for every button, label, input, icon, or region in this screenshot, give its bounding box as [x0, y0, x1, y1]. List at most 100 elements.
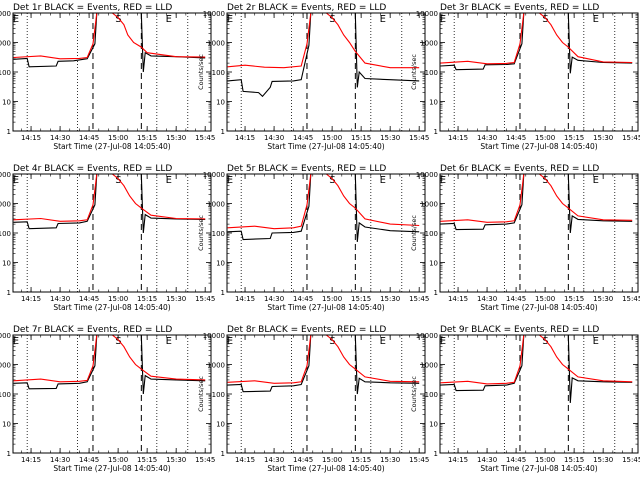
- events-series-line: [13, 13, 206, 73]
- y-tick-label: 10: [216, 260, 225, 268]
- y-tick-label: 1000: [0, 362, 11, 370]
- x-tick-label: 14:15: [448, 134, 468, 142]
- x-tick-label: 14:30: [477, 134, 497, 142]
- plot-frame: [12, 12, 212, 132]
- x-tick-label: 15:15: [564, 456, 584, 464]
- y-tick-label: 10: [429, 421, 438, 429]
- detector-panel-7: Det 7r BLACK = Events, RED = LLD Counts/s…: [0, 325, 215, 473]
- y-tick-label: 100: [0, 391, 11, 399]
- x-tick-label: 15:15: [137, 295, 157, 303]
- y-tick-label: 100: [212, 230, 225, 238]
- x-axis-label: Start Time (27-Jul-08 14:05:40): [53, 303, 170, 312]
- x-tick-label: 14:15: [235, 295, 255, 303]
- plot-frame: [439, 173, 639, 293]
- y-tick-label: 1000: [207, 362, 225, 370]
- x-tick-label: 15:00: [535, 295, 555, 303]
- x-tick-label: 14:30: [50, 456, 70, 464]
- x-tick-label: 14:15: [235, 456, 255, 464]
- detector-panel-6: Det 6r BLACK = Events, RED = LLD Counts/s…: [410, 164, 640, 312]
- y-tick-label: 10: [429, 99, 438, 107]
- plot-frame: [226, 173, 426, 293]
- y-tick-label: 10000: [203, 171, 225, 179]
- x-tick-label: 15:30: [380, 134, 400, 142]
- marker-letter: E: [440, 336, 446, 347]
- x-tick-label: 15:00: [322, 456, 342, 464]
- y-tick-label: 10: [2, 421, 11, 429]
- x-tick-label: 15:30: [380, 456, 400, 464]
- marker-letter: E: [166, 336, 172, 347]
- x-tick-label: 14:15: [21, 295, 41, 303]
- marker-letter: S: [542, 175, 548, 186]
- x-axis-label: Start Time (27-Jul-08 14:05:40): [480, 464, 597, 473]
- detector-panel-5: Det 5r BLACK = Events, RED = LLD Counts/s…: [197, 164, 429, 312]
- y-axis-label: Counts/sec: [197, 54, 205, 90]
- detector-panel-9: Det 9r BLACK = Events, RED = LLD Counts/s…: [410, 325, 640, 473]
- x-tick-label: 14:30: [264, 456, 284, 464]
- detector-panel-1: Det 1r BLACK = Events, RED = LLD Counts/s…: [0, 3, 215, 151]
- x-tick-label: 15:45: [195, 456, 215, 464]
- x-tick-label: 15:00: [535, 134, 555, 142]
- x-tick-label: 15:15: [137, 456, 157, 464]
- x-tick-label: 15:00: [535, 456, 555, 464]
- panel-title: Det 3r BLACK = Events, RED = LLD: [440, 3, 599, 13]
- y-tick-label: 1: [434, 289, 438, 297]
- x-tick-label: 14:30: [264, 295, 284, 303]
- y-axis-label: Counts/sec: [410, 215, 418, 251]
- x-tick-label: 15:15: [351, 134, 371, 142]
- events-series-line: [440, 335, 633, 403]
- marker-letter: S: [542, 336, 548, 347]
- x-tick-label: 14:45: [79, 295, 99, 303]
- x-tick-label: 14:15: [448, 295, 468, 303]
- marker-letter: E: [227, 14, 233, 25]
- x-tick-label: 15:30: [593, 134, 613, 142]
- y-tick-label: 1: [434, 450, 438, 458]
- marker-letter: S: [542, 14, 548, 25]
- marker-letter: E: [440, 14, 446, 25]
- plot-frame: [439, 12, 639, 132]
- events-series-line: [13, 335, 206, 395]
- y-tick-label: 1: [221, 450, 225, 458]
- x-axis-label: Start Time (27-Jul-08 14:05:40): [480, 142, 597, 151]
- events-series-line: [13, 174, 206, 234]
- plot-frame: [12, 173, 212, 293]
- x-tick-label: 15:30: [593, 295, 613, 303]
- x-axis-label: Start Time (27-Jul-08 14:05:40): [53, 464, 170, 473]
- marker-letter: E: [380, 14, 386, 25]
- marker-letter: E: [13, 14, 19, 25]
- x-axis-label: Start Time (27-Jul-08 14:05:40): [480, 303, 597, 312]
- panel-title: Det 1r BLACK = Events, RED = LLD: [13, 3, 172, 13]
- marker-letter: S: [329, 175, 335, 186]
- x-tick-label: 14:45: [79, 134, 99, 142]
- x-tick-label: 14:30: [477, 456, 497, 464]
- x-axis-label: Start Time (27-Jul-08 14:05:40): [267, 142, 384, 151]
- x-tick-label: 14:30: [264, 134, 284, 142]
- x-tick-label: 15:15: [137, 134, 157, 142]
- y-axis-label: Counts/sec: [197, 376, 205, 412]
- x-tick-label: 15:45: [409, 295, 429, 303]
- panel-title: Det 7r BLACK = Events, RED = LLD: [13, 325, 172, 335]
- x-tick-label: 15:00: [322, 134, 342, 142]
- y-tick-label: 10000: [203, 332, 225, 340]
- marker-letter: E: [593, 336, 599, 347]
- lld-series-line: [440, 335, 633, 385]
- y-tick-label: 10: [2, 99, 11, 107]
- y-tick-label: 100: [212, 69, 225, 77]
- marker-letter: S: [329, 14, 335, 25]
- x-axis-label: Start Time (27-Jul-08 14:05:40): [53, 142, 170, 151]
- events-series-line: [227, 335, 420, 395]
- x-tick-label: 14:15: [21, 456, 41, 464]
- detector-panel-8: Det 8r BLACK = Events, RED = LLD Counts/s…: [197, 325, 429, 473]
- y-tick-label: 1: [434, 128, 438, 136]
- lld-series-line: [13, 13, 206, 60]
- y-tick-label: 10000: [0, 10, 11, 18]
- x-tick-label: 14:30: [50, 295, 70, 303]
- y-tick-label: 1: [221, 289, 225, 297]
- x-tick-label: 15:45: [195, 134, 215, 142]
- x-tick-label: 15:00: [108, 456, 128, 464]
- y-tick-label: 1: [7, 128, 11, 136]
- plot-frame: [226, 12, 426, 132]
- x-tick-label: 15:15: [351, 456, 371, 464]
- x-tick-label: 15:30: [166, 295, 186, 303]
- lld-series-line: [440, 13, 633, 65]
